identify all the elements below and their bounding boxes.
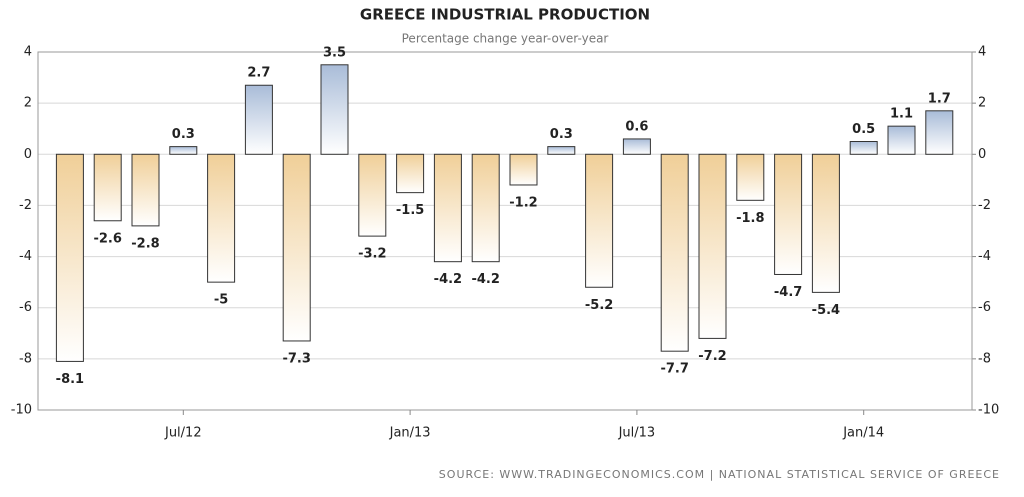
bar bbox=[698, 153, 727, 339]
x-tick-label: Jul/12 bbox=[164, 426, 202, 441]
x-tick-label: Jan/13 bbox=[389, 426, 431, 441]
value-label: -4.2 bbox=[471, 272, 499, 287]
value-label: -7.7 bbox=[660, 362, 688, 377]
bar bbox=[887, 125, 916, 155]
value-label: -3.2 bbox=[358, 247, 386, 262]
y-tick-label: 2 bbox=[24, 96, 32, 111]
value-label: -7.3 bbox=[282, 351, 310, 366]
value-label: -4.7 bbox=[774, 285, 802, 300]
y2-tick-label: -6 bbox=[978, 300, 991, 315]
bar bbox=[396, 153, 425, 194]
y2-tick-label: 2 bbox=[978, 96, 986, 111]
value-label: 0.3 bbox=[172, 127, 195, 142]
bar bbox=[169, 146, 198, 155]
x-tick-label: Jan/14 bbox=[842, 426, 884, 441]
value-label: -4.2 bbox=[434, 272, 462, 287]
y2-tick-label: 0 bbox=[978, 147, 986, 162]
bar bbox=[811, 153, 840, 293]
bar bbox=[471, 153, 500, 263]
value-label: -8.1 bbox=[56, 372, 84, 387]
bar bbox=[358, 153, 387, 237]
value-label: 3.5 bbox=[323, 45, 346, 60]
bar bbox=[93, 153, 122, 222]
value-label: -1.5 bbox=[396, 203, 424, 218]
y-tick-label: -10 bbox=[11, 403, 32, 418]
y-tick-label: -8 bbox=[19, 351, 32, 366]
bar bbox=[131, 153, 160, 227]
value-label: -1.2 bbox=[509, 195, 537, 210]
bar bbox=[547, 146, 576, 155]
value-label: -2.6 bbox=[93, 231, 121, 246]
value-label: 1.1 bbox=[890, 107, 913, 122]
y2-tick-label: -8 bbox=[978, 351, 991, 366]
y-tick-label: 0 bbox=[24, 147, 32, 162]
y-tick-label: -2 bbox=[19, 198, 32, 213]
value-label: 1.7 bbox=[928, 91, 951, 106]
value-label: 2.7 bbox=[247, 66, 270, 81]
bar bbox=[774, 153, 803, 275]
bar bbox=[320, 64, 349, 155]
bar bbox=[244, 84, 273, 155]
value-label: 0.6 bbox=[625, 119, 648, 134]
y2-tick-label: 4 bbox=[978, 45, 986, 60]
bar bbox=[433, 153, 462, 263]
bar bbox=[509, 153, 538, 186]
value-label: -5.2 bbox=[585, 298, 613, 313]
x-tick-label: Jul/13 bbox=[618, 426, 656, 441]
bar bbox=[282, 153, 311, 342]
bar bbox=[622, 138, 651, 155]
value-label: -2.8 bbox=[131, 236, 159, 251]
value-label: 0.3 bbox=[550, 127, 573, 142]
chart-title: GREECE INDUSTRIAL PRODUCTION bbox=[360, 6, 650, 24]
bar bbox=[55, 153, 84, 362]
y2-tick-label: -2 bbox=[978, 198, 991, 213]
bar bbox=[849, 141, 878, 155]
y2-tick-label: -10 bbox=[978, 403, 999, 418]
y-tick-label: -6 bbox=[19, 300, 32, 315]
chart-subtitle: Percentage change year-over-year bbox=[402, 32, 609, 46]
value-label: 0.5 bbox=[852, 122, 875, 137]
plot-border bbox=[37, 51, 973, 411]
value-label: -5.4 bbox=[812, 303, 840, 318]
value-label: -5 bbox=[214, 293, 228, 308]
value-label: -1.8 bbox=[736, 211, 764, 226]
y-tick-label: -4 bbox=[19, 249, 32, 264]
bar bbox=[736, 153, 765, 201]
bar bbox=[660, 153, 689, 352]
bar bbox=[207, 153, 236, 283]
value-label: -7.2 bbox=[698, 349, 726, 364]
bar bbox=[925, 110, 954, 155]
y2-tick-label: -4 bbox=[978, 249, 991, 264]
y-tick-label: 4 bbox=[24, 45, 32, 60]
source: SOURCE: WWW.TRADINGECONOMICS.COM | NATIO… bbox=[439, 468, 1000, 481]
bar bbox=[585, 153, 614, 288]
